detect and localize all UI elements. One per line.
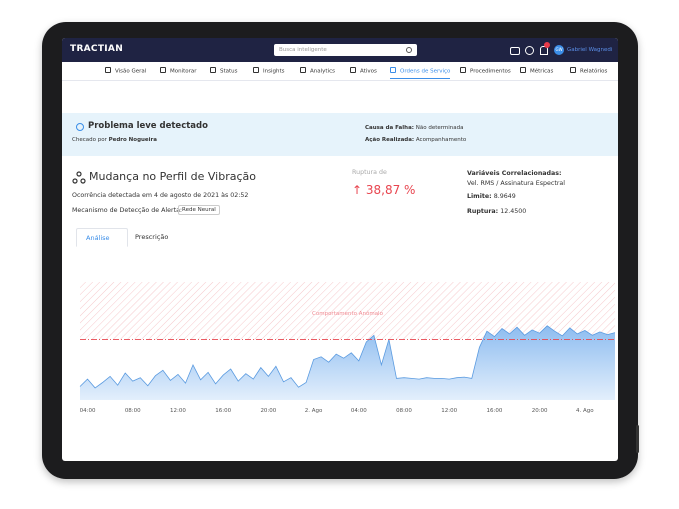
variables-name: Vel. RMS / Assinatura Espectral [467, 180, 566, 187]
icon-help[interactable] [525, 46, 534, 55]
line [79, 325, 616, 389]
mechanism-label: Mecanismo de Detecção de Alerta: [72, 207, 183, 214]
nav-item[interactable]: Relatórios [570, 67, 607, 75]
event-icon [72, 171, 86, 184]
value: Acompanhamento [415, 137, 467, 143]
value: 8.9649 [493, 193, 516, 200]
event-title: Mudança no Perfil de Vibração [89, 170, 257, 183]
nav-bar: Visão Geral Monitorar Status Insights Analyt… [62, 62, 618, 81]
rupture-value: ↑ 38,87 % [352, 183, 416, 197]
x-tick-label: 12:00 [441, 408, 457, 414]
x-tick-label: 12:00 [170, 408, 186, 414]
logo[interactable]: TRACTIAN [70, 44, 124, 54]
value: Pedro Nogueira [108, 137, 157, 143]
screen: TRACTIAN Busca inteligente GW Gabriel Wa… [62, 38, 618, 461]
nav-item[interactable]: Procedimentos [460, 67, 511, 75]
search-placeholder: Busca inteligente [279, 47, 327, 53]
x-tick-label: 08:00 [125, 408, 141, 414]
rupture: Ruptura: 12.4500 [467, 208, 526, 215]
x-tick-label: 20:00 [260, 408, 276, 414]
nav-item[interactable]: Monitorar [160, 67, 197, 75]
x-tick-label: 08:00 [396, 408, 412, 414]
user-name[interactable]: Gabriel Wagnedi [567, 47, 613, 53]
alert-box: Problema leve detectado Checado por Pedr… [62, 113, 618, 156]
chart: Comportamento Anômalo 04:00 08:00 12:00 16:0… [79, 282, 616, 414]
label: Causa da Falha: [365, 125, 414, 131]
x-tick-label: 16:00 [487, 408, 503, 414]
label: Ruptura: [467, 208, 499, 215]
x-tick-label: 16:00 [215, 408, 231, 414]
top-bar: TRACTIAN Busca inteligente GW Gabriel Wa… [62, 38, 618, 62]
limit: Limite: 8.9649 [467, 193, 516, 200]
nav-item[interactable]: Analytics [300, 67, 335, 75]
x-tick-label: 4. Ago [576, 408, 594, 414]
tab-active[interactable]: Análise [76, 228, 128, 247]
search-box[interactable]: Busca inteligente [274, 44, 417, 56]
anomaly-label: Comportamento Anômalo [312, 310, 384, 317]
nav-item[interactable]: Ativos [350, 67, 377, 75]
mechanism-badge: Rede Neural [178, 205, 220, 215]
tablet-button [636, 425, 639, 453]
nav-item[interactable]: Visão Geral [105, 67, 146, 75]
value: 12.4500 [500, 208, 527, 215]
avatar[interactable]: GW [554, 45, 564, 55]
x-tick-label: 2. Ago [305, 408, 323, 414]
cause: Causa da Falha: Não determinada [365, 125, 464, 131]
nav-item[interactable]: Métricas [520, 67, 553, 75]
alert-title: Problema leve detectado [88, 121, 208, 131]
label: Ação Realizada: [365, 137, 415, 143]
x-tick-label: 04:00 [351, 408, 367, 414]
x-tick-label: 20:00 [532, 408, 548, 414]
label: Limite: [467, 193, 492, 200]
nav-item[interactable]: Status [210, 67, 238, 75]
tab[interactable]: Prescrição [135, 233, 169, 241]
tab-label[interactable]: Análise [86, 234, 110, 242]
checked-by: Checado por Pedro Nogueira [72, 137, 157, 143]
anomaly-zone [80, 282, 615, 340]
info-icon [76, 123, 84, 131]
nav-item[interactable]: Ordens de Serviço [390, 67, 451, 79]
icon-academy[interactable] [510, 47, 520, 55]
action: Ação Realizada: Acompanhamento [365, 137, 466, 143]
nav-item[interactable]: Insights [253, 67, 285, 75]
value: Não determinada [415, 125, 464, 131]
occurrence: Ocorrência detectada em 4 de agosto de 2… [72, 192, 249, 199]
search-icon[interactable] [406, 47, 412, 53]
variables-title: Variáveis Correlacionadas: [467, 170, 562, 177]
label: Checado por [72, 137, 107, 143]
notification-badge [544, 42, 550, 48]
rupture-label: Ruptura de [352, 169, 387, 176]
x-tick-label: 04:00 [80, 408, 96, 414]
